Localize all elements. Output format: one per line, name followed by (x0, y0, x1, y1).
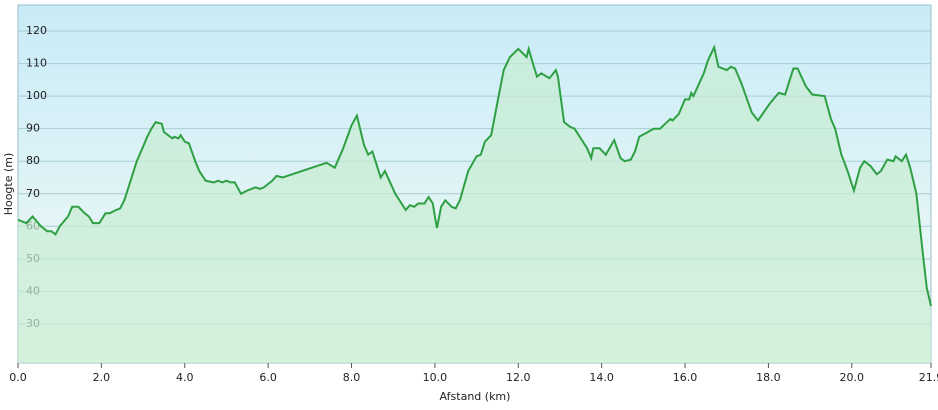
x-tick-label: 16.0 (673, 371, 698, 384)
x-tick-label: 6.0 (259, 371, 277, 384)
area-fill (18, 47, 931, 364)
x-tick-label: 14.0 (589, 371, 614, 384)
x-tick-label: 20.0 (840, 371, 865, 384)
x-tick-label: 21.9 (919, 371, 938, 384)
y-tick-label: 100 (26, 89, 47, 102)
x-tick-label: 0.0 (9, 371, 27, 384)
x-tick-label: 8.0 (343, 371, 361, 384)
y-tick-label: 90 (26, 122, 40, 135)
y-tick-label: 80 (26, 154, 40, 167)
y-axis-label: Hoogte (m) (2, 153, 15, 216)
line (17, 44, 932, 307)
x-tick-label: 12.0 (506, 371, 531, 384)
x-axis-label: Afstand (km) (440, 390, 511, 403)
y-tick-label: 70 (26, 187, 40, 200)
x-tick-label: 4.0 (176, 371, 194, 384)
x-tick-label: 18.0 (756, 371, 781, 384)
x-tick-label: 2.0 (93, 371, 111, 384)
y-tick-label: 120 (26, 24, 47, 37)
x-tick-label: 10.0 (423, 371, 448, 384)
y-tick-label: 110 (26, 57, 47, 70)
